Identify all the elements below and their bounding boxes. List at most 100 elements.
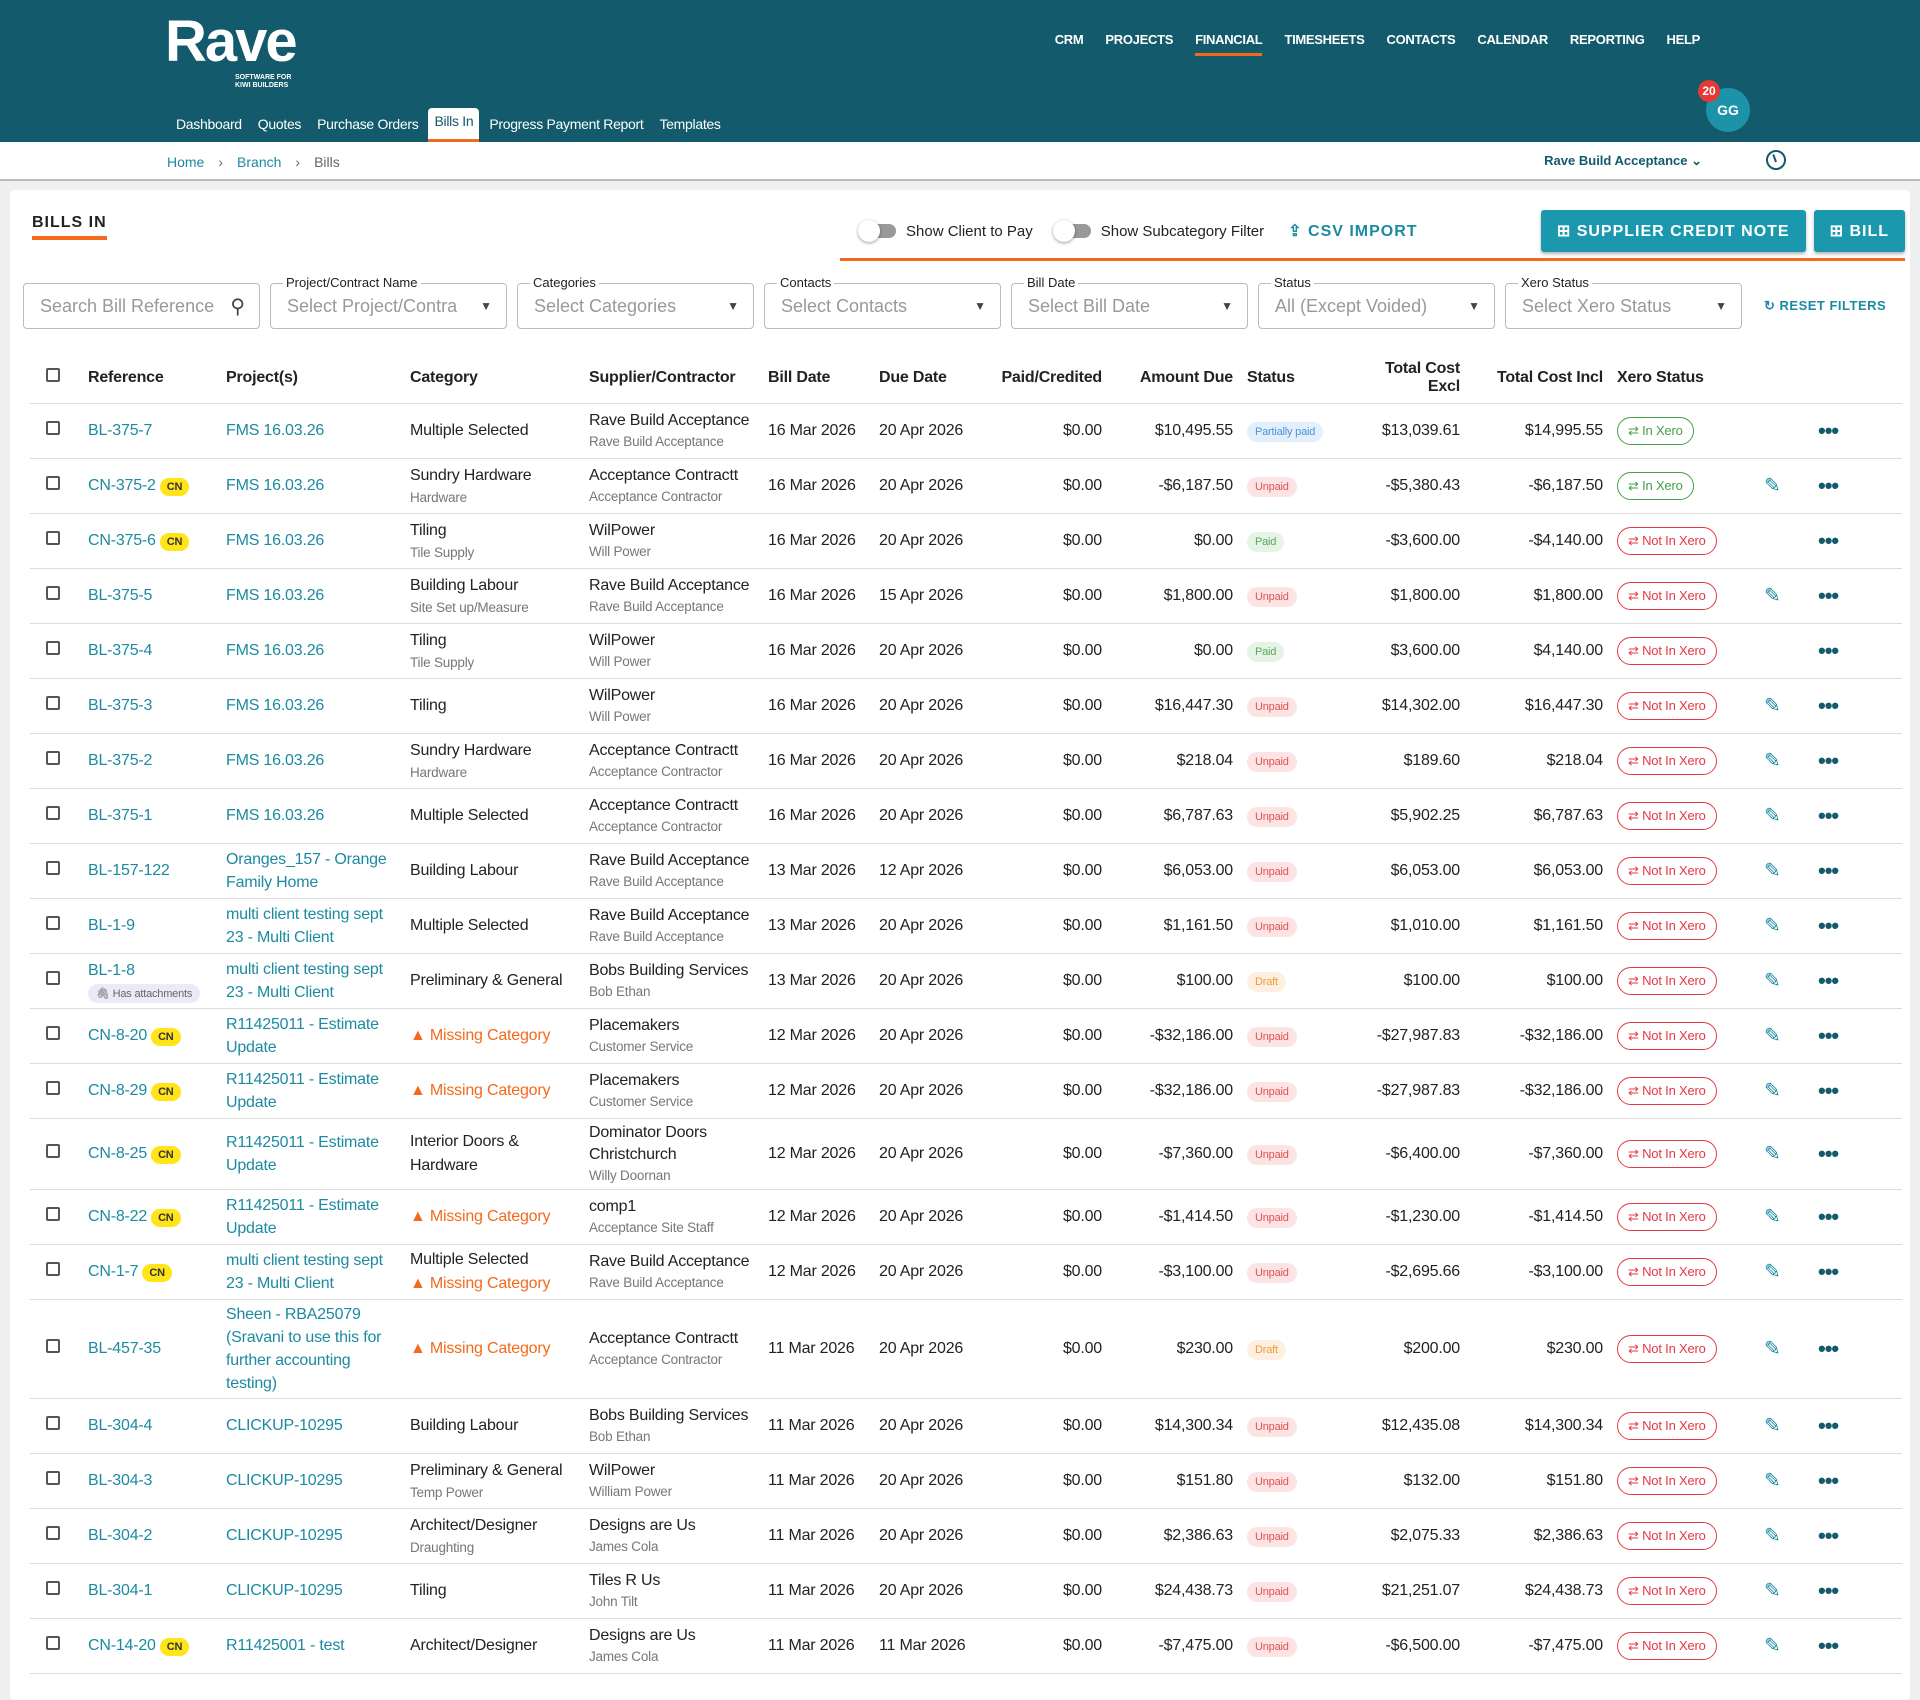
- row-checkbox[interactable]: [46, 916, 60, 930]
- table-row[interactable]: CN-375-2 CN FMS 16.03.26 Sundry Hardware Har…: [30, 458, 1902, 514]
- column-header-supplier-contractor[interactable]: Supplier/Contractor: [589, 353, 768, 404]
- project-link[interactable]: CLICKUP-10295: [226, 1472, 343, 1489]
- bill-reference-link[interactable]: BL-304-3: [88, 1472, 153, 1489]
- more-options-icon[interactable]: •••: [1818, 912, 1839, 938]
- project-link[interactable]: CLICKUP-10295: [226, 1527, 343, 1544]
- pencil-icon[interactable]: ✎: [1764, 805, 1781, 827]
- bill-reference-link[interactable]: BL-375-4: [88, 642, 153, 659]
- project-link[interactable]: multi client testing sept 23 - Multi Cli…: [226, 960, 383, 1001]
- more-options-icon[interactable]: •••: [1818, 747, 1839, 773]
- more-options-icon[interactable]: •••: [1818, 1632, 1839, 1658]
- subnav-progress-payment-report[interactable]: Progress Payment Report: [489, 116, 644, 132]
- project-link[interactable]: FMS 16.03.26: [226, 532, 325, 549]
- nav-financial[interactable]: FINANCIAL: [1195, 32, 1263, 56]
- bill-reference-link[interactable]: BL-457-35: [88, 1340, 161, 1357]
- row-checkbox[interactable]: [46, 1081, 60, 1095]
- breadcrumb-branch[interactable]: Branch: [237, 154, 282, 170]
- reset-filters-button[interactable]: ↻ RESET FILTERS: [1764, 298, 1886, 314]
- supplier-credit-note-button[interactable]: ⊞ SUPPLIER CREDIT NOTE: [1540, 210, 1806, 252]
- row-checkbox[interactable]: [46, 1581, 60, 1595]
- more-options-icon[interactable]: •••: [1818, 1467, 1839, 1493]
- nav-calendar[interactable]: CALENDAR: [1477, 32, 1548, 47]
- bill-reference-link[interactable]: CN-8-25: [88, 1145, 148, 1162]
- xero-status-badge[interactable]: ⇄ Not In Xero: [1617, 581, 1717, 610]
- project-link[interactable]: FMS 16.03.26: [226, 642, 325, 659]
- row-checkbox[interactable]: [46, 1636, 60, 1650]
- add-bill-button[interactable]: ⊞ BILL: [1813, 210, 1905, 252]
- show-subcategory-filter-toggle[interactable]: Show Subcategory Filter: [1052, 220, 1264, 242]
- project-link[interactable]: R11425011 - Estimate Update: [226, 1070, 379, 1111]
- clock-history-icon[interactable]: [1766, 150, 1786, 170]
- xero-status-badge[interactable]: ⇄ Not In Xero: [1617, 1076, 1717, 1105]
- table-row[interactable]: BL-375-5 FMS 16.03.26 Building Labour Site …: [30, 568, 1902, 624]
- pencil-icon[interactable]: ✎: [1764, 1635, 1781, 1657]
- column-header-project-s-[interactable]: Project(s): [226, 353, 410, 404]
- xero-status-badge[interactable]: ⇄ Not In Xero: [1617, 1521, 1717, 1550]
- bill-reference-link[interactable]: CN-14-20: [88, 1637, 156, 1654]
- row-checkbox[interactable]: [46, 421, 60, 435]
- row-checkbox[interactable]: [46, 1416, 60, 1430]
- status-filter[interactable]: Status All (Except Voided) ▼: [1258, 275, 1495, 329]
- bill-reference-link[interactable]: BL-375-7: [88, 422, 153, 439]
- xero-status-badge[interactable]: ⇄ Not In Xero: [1617, 1202, 1717, 1231]
- column-header-status[interactable]: Status: [1247, 353, 1367, 404]
- bill-reference-link[interactable]: BL-1-9: [88, 917, 135, 934]
- pencil-icon[interactable]: ✎: [1764, 1470, 1781, 1492]
- more-options-icon[interactable]: •••: [1818, 1522, 1839, 1548]
- pencil-icon[interactable]: ✎: [1764, 1525, 1781, 1547]
- column-header-total-cost-excl[interactable]: Total Cost Excl: [1367, 353, 1474, 404]
- xero-status-badge[interactable]: ⇄ Not In Xero: [1617, 1466, 1717, 1495]
- more-options-icon[interactable]: •••: [1818, 1258, 1839, 1284]
- column-header-due-date[interactable]: Due Date: [879, 353, 992, 404]
- table-row[interactable]: BL-375-2 FMS 16.03.26 Sundry Hardware Hardw…: [30, 733, 1902, 789]
- bill-reference-link[interactable]: CN-8-29: [88, 1082, 148, 1099]
- table-row[interactable]: BL-304-1 CLICKUP-10295 Tiling Tiles R Us Joh…: [30, 1563, 1902, 1619]
- column-header-bill-date[interactable]: Bill Date: [768, 353, 879, 404]
- pencil-icon[interactable]: ✎: [1764, 1580, 1781, 1602]
- pencil-icon[interactable]: ✎: [1764, 1143, 1781, 1165]
- nav-projects[interactable]: PROJECTS: [1105, 32, 1174, 47]
- project-link[interactable]: R11425001 - test: [226, 1637, 345, 1654]
- table-row[interactable]: BL-375-4 FMS 16.03.26 Tiling Tile Supply Wil…: [30, 623, 1902, 679]
- pencil-icon[interactable]: ✎: [1764, 915, 1781, 937]
- project-link[interactable]: CLICKUP-10295: [226, 1417, 343, 1434]
- nav-help[interactable]: HELP: [1666, 32, 1701, 47]
- nav-timesheets[interactable]: TIMESHEETS: [1284, 32, 1365, 47]
- contacts-filter[interactable]: Contacts Select Contacts ▼: [764, 275, 1001, 329]
- bill-reference-link[interactable]: CN-8-22: [88, 1208, 148, 1225]
- csv-import-button[interactable]: ⇪ CSV IMPORT: [1288, 221, 1417, 241]
- xero-status-badge[interactable]: ⇄ Not In Xero: [1617, 911, 1717, 940]
- project-link[interactable]: FMS 16.03.26: [226, 422, 325, 439]
- bill-reference-link[interactable]: BL-375-1: [88, 807, 153, 824]
- row-checkbox[interactable]: [46, 1144, 60, 1158]
- subnav-templates[interactable]: Templates: [659, 116, 721, 132]
- row-checkbox[interactable]: [46, 641, 60, 655]
- project-link[interactable]: FMS 16.03.26: [226, 587, 325, 604]
- subnav-quotes[interactable]: Quotes: [257, 116, 302, 132]
- table-row[interactable]: CN-8-25 CN R11425011 - Estimate Update Inte…: [30, 1118, 1902, 1190]
- toggle-switch[interactable]: [858, 220, 896, 242]
- column-header-category[interactable]: Category: [410, 353, 589, 404]
- pencil-icon[interactable]: ✎: [1764, 1415, 1781, 1437]
- more-options-icon[interactable]: •••: [1818, 1022, 1839, 1048]
- xero-status-filter[interactable]: Xero Status Select Xero Status ▼: [1505, 275, 1742, 329]
- table-row[interactable]: BL-457-35 Sheen - RBA25079 (Sravani to us…: [30, 1299, 1902, 1399]
- project-link[interactable]: multi client testing sept 23 - Multi Cli…: [226, 1251, 383, 1292]
- more-options-icon[interactable]: •••: [1818, 527, 1839, 553]
- pencil-icon[interactable]: ✎: [1764, 1206, 1781, 1228]
- bill-reference-link[interactable]: CN-8-20: [88, 1027, 148, 1044]
- bill-reference-link[interactable]: BL-375-5: [88, 587, 153, 604]
- pencil-icon[interactable]: ✎: [1764, 1261, 1781, 1283]
- row-checkbox[interactable]: [46, 476, 60, 490]
- nav-crm[interactable]: CRM: [1054, 32, 1084, 47]
- more-options-icon[interactable]: •••: [1818, 1577, 1839, 1603]
- xero-status-badge[interactable]: ⇄ Not In Xero: [1617, 691, 1717, 720]
- pencil-icon[interactable]: ✎: [1764, 585, 1781, 607]
- column-header-total-cost-incl[interactable]: Total Cost Incl: [1474, 353, 1617, 404]
- toggle-switch[interactable]: [1052, 220, 1091, 242]
- table-row[interactable]: BL-304-2 CLICKUP-10295 Architect/Designer D…: [30, 1508, 1902, 1564]
- xero-status-badge[interactable]: ⇄ Not In Xero: [1617, 636, 1717, 665]
- xero-status-badge[interactable]: ⇄ Not In Xero: [1617, 856, 1717, 885]
- column-header-paid-credited[interactable]: Paid/Credited: [992, 353, 1116, 404]
- subnav-dashboard[interactable]: Dashboard: [176, 116, 242, 132]
